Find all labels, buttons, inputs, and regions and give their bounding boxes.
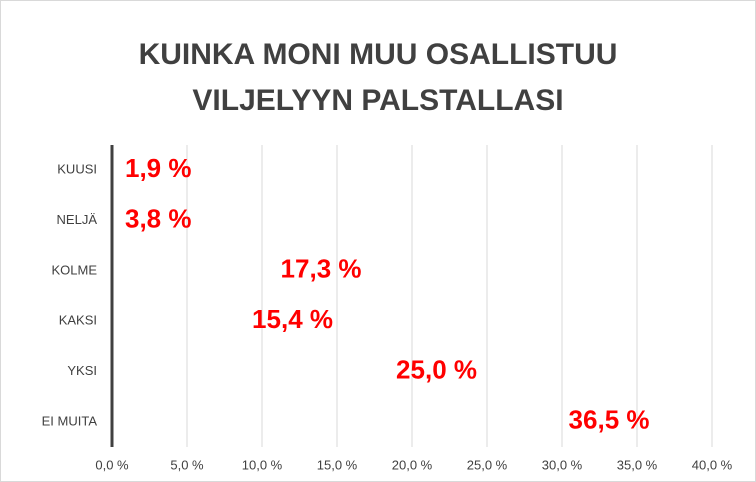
- x-tick-label: 20,0 %: [392, 457, 433, 472]
- y-tick-label: KAKSI: [59, 313, 97, 328]
- x-tick-label: 40,0 %: [692, 457, 733, 472]
- y-tick-label: KOLME: [51, 262, 97, 277]
- data-label: 3,8 %: [125, 203, 192, 233]
- y-tick-label: YKSI: [67, 363, 97, 378]
- data-label: 15,4 %: [252, 304, 333, 334]
- x-tick-label: 35,0 %: [617, 457, 658, 472]
- y-tick-label: EI MUITA: [42, 413, 98, 428]
- x-tick-label: 10,0 %: [242, 457, 283, 472]
- x-tick-label: 25,0 %: [467, 457, 508, 472]
- data-label: 1,9 %: [125, 153, 192, 183]
- y-tick-label: KUUSI: [57, 162, 97, 177]
- data-label: 17,3 %: [281, 254, 362, 284]
- x-tick-label: 5,0 %: [170, 457, 204, 472]
- x-tick-label: 0,0 %: [95, 457, 129, 472]
- y-tick-label: NELJÄ: [57, 212, 98, 227]
- data-label: 25,0 %: [396, 354, 477, 384]
- x-tick-label: 30,0 %: [542, 457, 583, 472]
- chart-title-line-2: KUINKA MONI MUU OSALLISTUU VILJELYYN PALS…: [139, 38, 618, 117]
- data-label: 36,5 %: [569, 405, 650, 435]
- x-tick-label: 15,0 %: [317, 457, 358, 472]
